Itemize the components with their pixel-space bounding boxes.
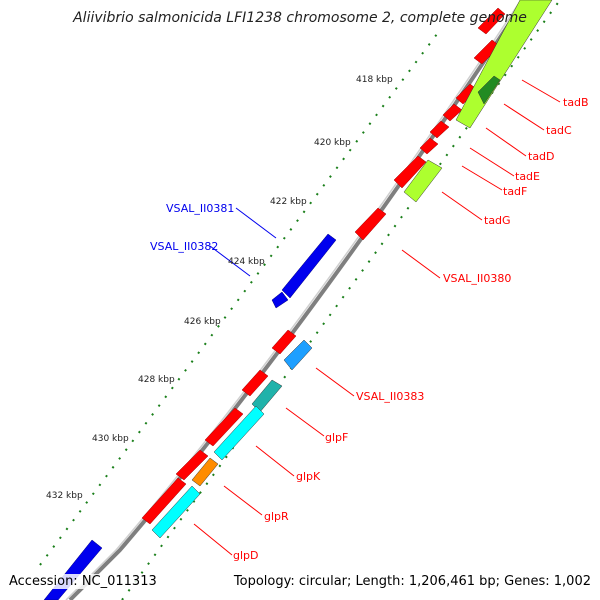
gene-arrow[interactable] (354, 207, 387, 241)
accession-label: Accession: NC_011313 (6, 574, 160, 589)
cog-category-boxes (151, 0, 553, 539)
tick-label: 424 kbp (228, 257, 265, 267)
gene-arrow[interactable] (175, 449, 209, 481)
gene-box[interactable] (283, 339, 313, 371)
gene-arrow[interactable] (204, 407, 244, 447)
gene-label-tadD[interactable]: tadD (528, 150, 555, 163)
tick-label: 420 kbp (314, 138, 351, 148)
gene-box[interactable] (403, 159, 443, 203)
dotted-track-outer (39, 29, 441, 566)
tick-label: 418 kbp (356, 75, 393, 85)
genome-backbone (68, 0, 527, 600)
gene-label-tadF[interactable]: tadF (503, 185, 527, 198)
gene-box[interactable] (477, 75, 501, 105)
forward-strand-genes (141, 7, 506, 525)
gene-arrow[interactable] (429, 120, 450, 139)
gene-label-glpF[interactable]: glpF (325, 431, 348, 444)
gene-arrow[interactable] (419, 137, 439, 155)
genome-backbone-shadow (65, 0, 522, 600)
gene-arrow[interactable] (141, 477, 187, 525)
genome-summary: Topology: circular; Length: 1,206,461 bp… (230, 574, 594, 589)
gene-arrow[interactable] (281, 233, 337, 299)
gene-label-tadE[interactable]: tadE (515, 170, 540, 183)
gene-arrow[interactable] (271, 329, 297, 355)
gene-label-tadB[interactable]: tadB (563, 96, 589, 109)
gene-label-VSAL_II0382[interactable]: VSAL_II0382 (150, 240, 218, 253)
gene-box[interactable] (151, 485, 201, 539)
gene-arrow[interactable] (43, 539, 103, 600)
gene-label-glpK[interactable]: glpK (296, 470, 321, 483)
reverse-strand-genes (43, 233, 337, 600)
gene-arrow[interactable] (477, 7, 506, 35)
gene-label-tadC[interactable]: tadC (546, 124, 572, 137)
tick-label: 430 kbp (92, 434, 129, 444)
gene-label-glpD[interactable]: glpD (233, 549, 259, 562)
gene-label-VSAL_II0380[interactable]: VSAL_II0380 (443, 272, 511, 285)
gene-box[interactable] (213, 405, 265, 461)
gene-arrow[interactable] (241, 369, 269, 397)
tick-label: 428 kbp (138, 375, 175, 385)
gene-arrow[interactable] (393, 155, 427, 189)
label-connectors (193, 79, 561, 556)
gene-arrow[interactable] (271, 291, 289, 309)
gene-label-VSAL_II0383[interactable]: VSAL_II0383 (356, 390, 424, 403)
gene-label-glpR[interactable]: glpR (264, 510, 289, 523)
gene-label-tadG[interactable]: tadG (484, 214, 511, 227)
tick-label: 426 kbp (184, 317, 221, 327)
label-connectors-blue (209, 207, 277, 277)
gene-label-VSAL_II0381[interactable]: VSAL_II0381 (166, 202, 234, 215)
tick-label: 432 kbp (46, 491, 83, 501)
tick-label: 422 kbp (270, 197, 307, 207)
map-title: Aliivibrio salmonicida LFI1238 chromosom… (73, 10, 527, 26)
gene-box[interactable] (191, 457, 219, 487)
